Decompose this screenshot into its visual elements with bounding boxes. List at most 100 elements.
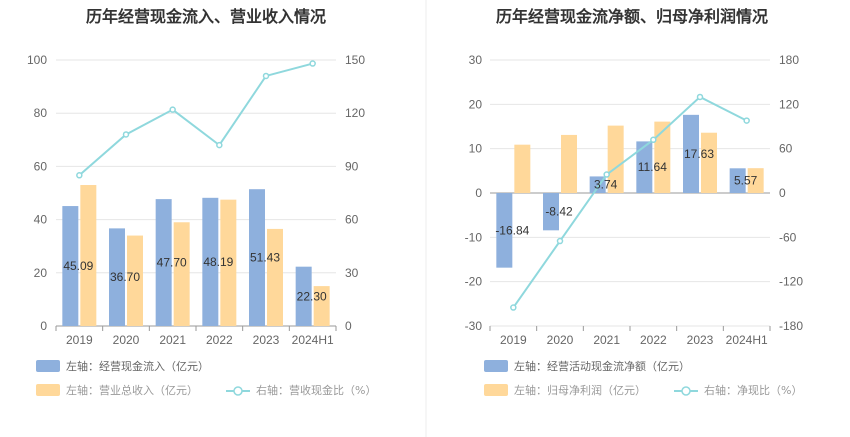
left-tick-label: -10 [465,230,483,244]
ratio-polyline [512,95,748,309]
legend[interactable]: 左轴：经营活动现金流净额（亿元） 左轴：归母净利润（亿元） 右轴：净现比（%） [484,359,802,397]
bar [295,266,312,326]
left-axis: 0 20 40 60 80 100 [27,53,47,333]
data-label: 45.09 [63,259,93,273]
line-point [696,93,704,101]
bar [561,134,577,193]
legend-label: 右轴：净现比（%） [704,383,802,397]
bar [636,141,653,193]
bar [109,228,125,326]
bar [155,199,172,326]
left-axis: -30 -20 -10 0 10 20 30 [465,53,483,333]
x-axis: 2019 2020 2021 2022 2023 2024H1 [489,326,771,347]
chart-cash-inflow-revenue: 历年经营现金流入、营业收入情况 0 20 40 60 80 100 0 30 60 90 120 1… [27,7,376,397]
data-label: 47.70 [157,256,187,270]
x-tick-label: 2023 [253,333,280,347]
legend-line-marker [681,386,691,396]
legend-swatch [36,384,60,396]
x-tick-label: 2020 [113,333,140,347]
line-point [262,72,270,80]
bar [654,121,671,193]
bar [729,168,746,193]
right-tick-label: 120 [345,106,365,120]
legend-label: 左轴：经营现金流入（亿元） [66,359,209,373]
data-label: 22.30 [297,289,327,303]
data-label: 3.74 [594,178,618,192]
right-tick-label: -60 [779,230,797,244]
bar [496,193,513,268]
bar [514,144,531,193]
right-tick-label: 0 [345,319,352,333]
right-tick-label: 60 [345,213,359,227]
line-point [216,141,223,149]
chart-title: 历年经营现金流净额、归母净利润情况 [496,7,768,26]
line-point [650,136,657,144]
right-tick-label: -120 [779,275,803,289]
x-tick-label: 2024H1 [292,333,334,347]
grid [56,59,336,327]
left-tick-label: 40 [34,213,48,227]
bars [496,114,764,268]
data-label: 51.43 [250,251,280,265]
ratio-line [76,60,316,179]
bar [249,189,265,326]
x-tick-label: 2021 [159,333,186,347]
right-tick-label: 60 [779,142,793,156]
bar [747,168,764,193]
bar [267,228,283,326]
line-point [556,237,564,245]
left-tick-label: 30 [469,53,483,67]
legend-swatch [36,360,60,372]
left-tick-label: 0 [475,186,482,200]
data-labels: 45.09 36.70 47.70 48.19 51.43 22.30 [63,251,327,304]
right-axis: -180 -120 -60 0 60 120 180 [779,53,803,333]
legend[interactable]: 左轴：经营现金流入（亿元） 左轴：营业总收入（亿元） 右轴：营收现金比（%） [36,359,376,397]
bar [62,206,79,326]
x-tick-label: 2020 [547,333,574,347]
line-point [169,106,176,113]
x-tick-label: 2022 [206,333,233,347]
right-tick-label: 180 [779,53,799,67]
legend-label: 左轴：经营活动现金流净额（亿元） [514,359,690,373]
x-tick-label: 2023 [687,333,714,347]
x-tick-label: 2022 [640,333,667,347]
grid [490,59,770,327]
line-point [743,117,750,124]
data-label: -16.84 [495,223,529,237]
x-tick-label: 2024H1 [726,333,768,347]
ratio-polyline [78,62,313,177]
line-point [122,131,130,138]
line-point [76,172,83,179]
data-label: 48.19 [203,255,233,269]
right-tick-label: 120 [779,97,799,111]
left-tick-label: 20 [34,266,48,280]
bar [202,197,219,326]
x-tick-label: 2019 [66,333,93,347]
bar [173,222,190,326]
data-label: 36.70 [110,270,140,284]
bars [62,185,330,326]
bar [683,114,699,193]
legend-label: 左轴：归母净利润（亿元） [514,383,646,397]
right-tick-label: 30 [345,266,359,280]
bar [220,199,237,326]
chart-title: 历年经营现金流入、营业收入情况 [86,7,326,26]
data-label: 11.64 [638,160,667,174]
x-tick-label: 2021 [593,333,620,347]
data-label: 17.63 [684,147,714,161]
bar [607,125,624,193]
bar [543,193,559,231]
legend-label: 左轴：营业总收入（亿元） [66,383,198,397]
left-tick-label: -20 [465,275,483,289]
right-tick-label: 150 [345,53,365,67]
legend-line-marker [233,386,243,396]
x-tick-label: 2019 [500,333,527,347]
left-tick-label: 60 [34,159,48,173]
left-tick-label: -30 [465,319,483,333]
line-point [603,171,610,178]
bar [313,286,330,326]
left-tick-label: 10 [469,142,483,156]
data-labels: -16.84 -8.42 3.74 11.64 17.63 5.57 [495,147,757,237]
